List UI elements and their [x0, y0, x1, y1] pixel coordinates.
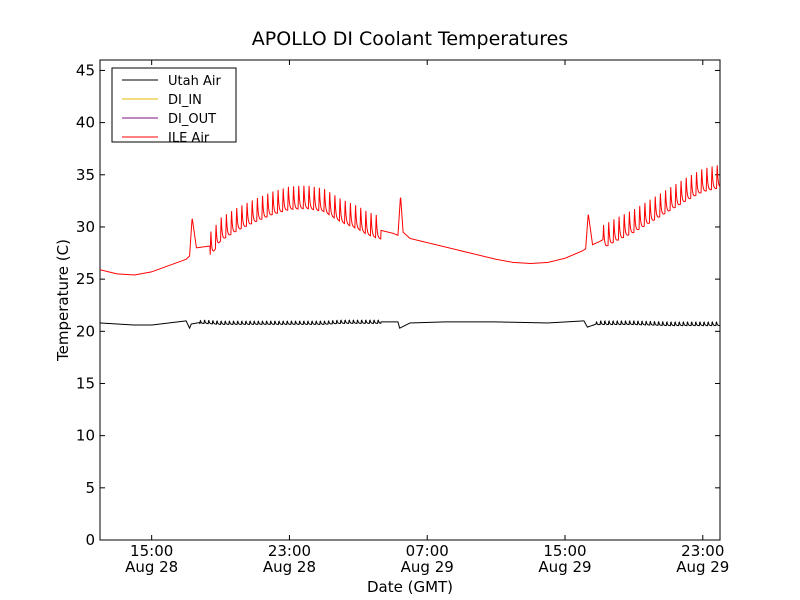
y-tick-label: 0	[85, 531, 95, 549]
y-tick-label: 30	[76, 218, 95, 236]
x-tick-date-label: Aug 28	[263, 558, 316, 576]
chart-title: APOLLO DI Coolant Temperatures	[252, 28, 568, 50]
y-tick-label: 25	[76, 270, 95, 288]
y-tick-label: 35	[76, 166, 95, 184]
x-tick-date-label: Aug 29	[676, 558, 729, 576]
y-tick-label: 20	[76, 322, 95, 340]
series-line-ile-air	[100, 165, 720, 276]
plot-frame	[99, 59, 721, 541]
legend-label: ILE Air	[168, 131, 210, 146]
x-tick-time-label: 15:00	[130, 542, 173, 560]
legend: Utah Air DI_IN DI_OUT ILE Air	[111, 67, 237, 146]
x-tick-date-label: Aug 28	[125, 558, 178, 576]
series-line-utah-air	[100, 319, 720, 330]
y-tick-label: 15	[76, 374, 95, 392]
x-tick-time-label: 23:00	[268, 542, 311, 560]
x-axis-label: Date (GMT)	[367, 578, 453, 596]
y-axis-label: Temperature (C)	[54, 239, 72, 362]
legend-label: Utah Air	[168, 74, 221, 89]
x-tick-time-label: 15:00	[543, 542, 586, 560]
legend-label: DI_OUT	[168, 112, 216, 127]
x-tick-date-label: Aug 29	[538, 558, 591, 576]
x-tick-date-label: Aug 29	[401, 558, 454, 576]
legend-label: DI_IN	[168, 93, 202, 108]
y-tick-label: 10	[76, 427, 95, 445]
y-axis: 0 5 10 15 20 25 30 35 40 45	[76, 61, 720, 549]
plot-area	[100, 165, 720, 330]
y-tick-label: 5	[85, 479, 95, 497]
y-tick-label: 45	[76, 61, 95, 79]
y-tick-label: 40	[76, 114, 95, 132]
x-tick-time-label: 23:00	[681, 542, 724, 560]
x-tick-time-label: 07:00	[406, 542, 449, 560]
